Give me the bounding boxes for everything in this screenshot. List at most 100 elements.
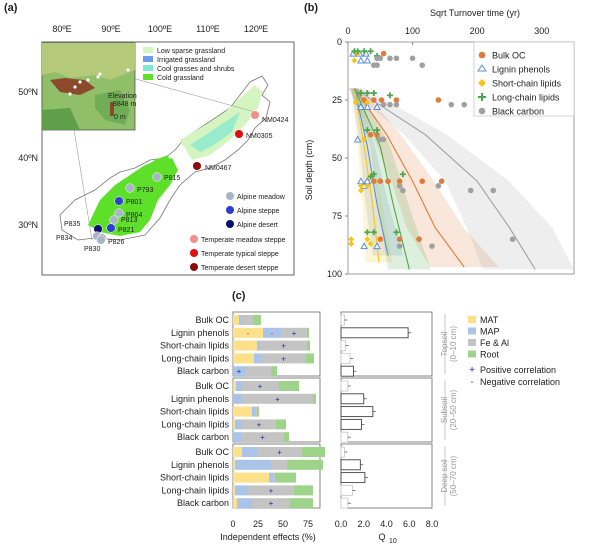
lat-tick-label: 50ºN: [18, 87, 38, 97]
c-stack-segment: [263, 327, 281, 338]
b-legend-marker: [477, 64, 487, 72]
b-data-point: [490, 187, 497, 194]
b-data-point: [396, 183, 403, 189]
site-label: P815: [164, 175, 180, 182]
q10-xtick-label: 2.0: [357, 519, 370, 529]
b-legend-label: Lignin phenols: [492, 65, 551, 75]
site-marker: [234, 129, 244, 139]
b-legend-marker: [478, 93, 486, 101]
b-data-point: [435, 183, 442, 189]
b-legend-label: Short-chain lipids: [492, 79, 562, 89]
site-legend-label: Temperate typical steppe: [201, 251, 279, 258]
land-legend-swatch: [143, 56, 153, 62]
c-row-label: Black carbon: [177, 432, 229, 442]
c-stack-segment: [241, 315, 253, 325]
c-row-label: Black carbon: [177, 366, 229, 376]
c-corr-symbol: +: [469, 365, 475, 376]
q10-xtick-label: 0.0: [335, 519, 348, 529]
site-label: NM0467: [205, 165, 232, 172]
b-data-point: [435, 97, 442, 103]
site-legend-marker: [190, 235, 198, 243]
b-data-point: [364, 99, 371, 106]
c-stack-segment: [233, 327, 263, 338]
b-data-point: [509, 236, 516, 242]
c-sign-mark: +: [277, 448, 282, 457]
b-data-point: [352, 99, 359, 106]
b-data-point: [354, 48, 361, 55]
b-data-point: [438, 178, 445, 184]
b-fit-curve: [354, 87, 536, 270]
b-data-point: [351, 57, 358, 64]
site-legend-label: Temperate desert steppe: [201, 265, 279, 272]
b-data-point: [377, 55, 384, 62]
c-row-label: Bulk OC: [195, 315, 229, 325]
b-data-point: [370, 90, 377, 97]
inset-elevation-max: 8848 m: [113, 101, 137, 108]
c-xtick-label: 0: [230, 519, 235, 529]
q10-bar: [340, 472, 366, 484]
c-row-label: Black carbon: [177, 498, 229, 508]
b-data-point: [393, 101, 400, 108]
c-xlabel: Independent effects (%): [220, 532, 315, 542]
land-legend-swatch: [143, 65, 153, 71]
c-row-label: Lignin phenols: [171, 328, 230, 338]
b-data-point: [361, 136, 368, 143]
site-label: P826: [108, 239, 124, 246]
site-marker: [152, 172, 162, 182]
b-data-point: [373, 102, 381, 110]
c-stack-segment: [241, 381, 279, 391]
c-stack-segment: [233, 432, 241, 443]
c-stack-segment: [255, 406, 257, 417]
q10-bar: [340, 365, 354, 377]
site-legend-label: Alpine steppe: [237, 208, 280, 215]
site-marker: [250, 110, 260, 120]
site-label: P804: [126, 212, 142, 219]
c-stack-segment: [313, 393, 316, 404]
c-sign-mark: +: [258, 382, 263, 391]
b-data-point: [367, 48, 374, 55]
c-stack-segment: [271, 366, 277, 377]
c-stack-segment: [233, 406, 252, 417]
c-stack-segment: [233, 419, 235, 430]
c-sign-mark: +: [275, 395, 280, 404]
site-legend-marker: [190, 263, 198, 271]
c-stack-segment: [239, 315, 241, 325]
b-data-point: [378, 97, 385, 103]
c-stack-segment: [237, 498, 252, 509]
land-legend-label: Cool grasses and shrubs: [157, 66, 235, 73]
b-ylabel: Soil depth (cm): [304, 140, 314, 201]
cold-grassland-region-2: [140, 155, 172, 180]
c-stack-segment: [261, 353, 306, 364]
c-stack-segment: [307, 327, 309, 338]
b-data-point: [387, 101, 393, 108]
c-stack-segment: [242, 447, 257, 457]
b-data-point: [396, 178, 403, 184]
c-stack-segment: [233, 381, 236, 391]
q10-bar: [340, 340, 347, 352]
site-label: P834: [56, 235, 72, 242]
q10-xtick-label: 4.0: [380, 519, 393, 529]
c-row-label: Short-chain lipids: [160, 473, 230, 483]
c-corr-symbol: -: [470, 377, 473, 388]
q10-bar: [340, 380, 349, 392]
b-title: Sqrt Turnover time (yr): [430, 8, 520, 18]
b-data-point: [364, 127, 371, 134]
c-sign-mark: +: [237, 367, 242, 376]
c-stack-segment: [276, 419, 286, 430]
b-fit-curve: [353, 88, 389, 256]
lat-tick-label: 30ºN: [18, 220, 38, 230]
b-data-point: [377, 178, 384, 184]
b-data-point: [467, 187, 474, 194]
c-corr-label: Positive correlation: [480, 365, 556, 375]
c-legend-label: MAP: [480, 327, 500, 337]
c-legend-label: Root: [480, 350, 500, 360]
b-data-point: [371, 97, 377, 103]
b-legend-marker: [478, 51, 486, 59]
q10-bar: [340, 393, 365, 405]
site-marker: [114, 208, 124, 218]
land-legend-label: Irrigated grassland: [157, 57, 215, 64]
b-data-point: [370, 229, 377, 236]
c-legend-swatch: [468, 339, 476, 346]
c-group-name: Topsoil: [440, 331, 449, 356]
b-data-point: [348, 240, 355, 247]
